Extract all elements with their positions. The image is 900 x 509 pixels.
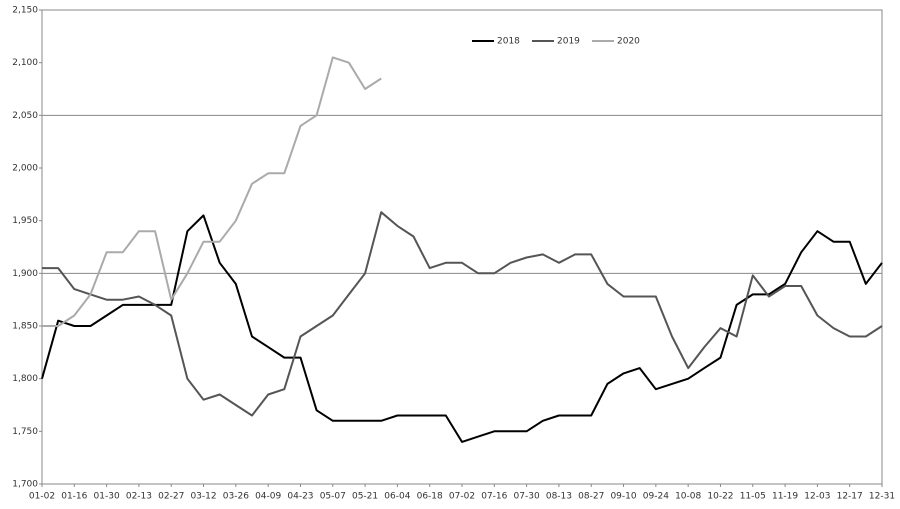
x-tick-label: 03-26 [223,492,249,502]
y-tick-label: 2,150 [12,6,38,16]
x-tick-label: 12-03 [804,492,830,502]
y-tick-label: 2,100 [12,58,38,68]
x-tick-label: 01-30 [94,492,120,502]
x-tick-label: 05-21 [352,492,378,502]
x-tick-label: 01-16 [61,492,87,502]
series-line [41,214,883,443]
legend-label: 2020 [617,37,640,47]
legend-label: 2018 [497,37,520,47]
x-tick-label: 02-27 [158,492,184,502]
x-tick-label: 02-13 [126,492,152,502]
x-tick-label: 10-22 [707,492,733,502]
x-tick-label: 01-02 [29,492,55,502]
x-tick-label: 07-02 [449,492,475,502]
x-tick-label: 04-09 [255,492,281,502]
y-tick-label: 2,000 [12,164,38,174]
x-tick-label: 11-05 [740,492,766,502]
x-tick-label: 12-17 [837,492,863,502]
series-line [42,211,883,417]
y-tick-label: 1,800 [12,374,38,384]
x-tick-label: 06-04 [384,492,410,502]
plot-frame [41,9,883,485]
y-tick-label: 1,900 [12,269,38,279]
x-tick-label: 07-30 [514,492,540,502]
x-tick-label: 04-23 [287,492,313,502]
x-tick-label: 03-12 [190,492,216,502]
y-tick-label: 2,050 [12,111,38,121]
x-tick-label: 12-31 [869,492,895,502]
x-tick-label: 10-08 [675,492,701,502]
x-tick-label: 06-18 [417,492,443,502]
x-tick-label: 08-13 [546,492,572,502]
y-tick-label: 1,750 [12,427,38,437]
series-line [42,56,382,327]
y-tick-label: 1,850 [12,322,38,332]
y-tick-label: 1,950 [12,216,38,226]
x-tick-label: 11-19 [772,492,798,502]
x-tick-label: 05-07 [320,492,346,502]
legend-label: 2019 [557,37,580,47]
y-tick-label: 1,700 [12,480,38,490]
x-tick-label: 09-24 [643,492,669,502]
x-tick-label: 09-10 [610,492,636,502]
x-tick-label: 08-27 [578,492,604,502]
x-tick-label: 07-16 [481,492,507,502]
